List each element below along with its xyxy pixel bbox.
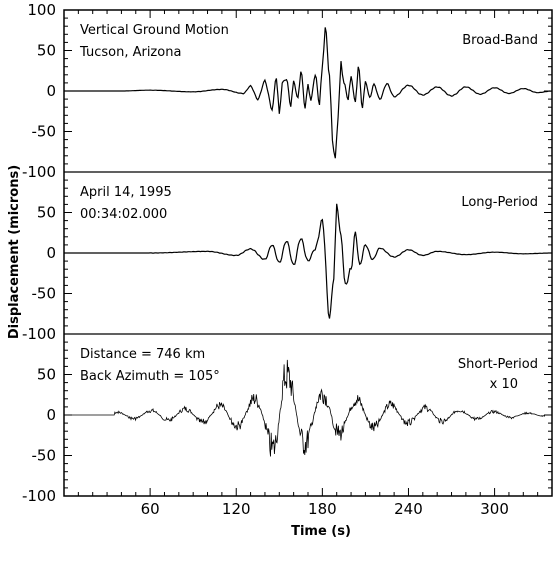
y-tick-label: 50 bbox=[37, 366, 56, 384]
x-tick-label: 60 bbox=[141, 500, 160, 518]
trace-long-period bbox=[64, 203, 552, 319]
panel-annotation: April 14, 1995 bbox=[80, 185, 172, 200]
y-tick-label: 0 bbox=[46, 406, 56, 424]
panel-label: Short-Period bbox=[458, 357, 538, 372]
y-tick-label: 0 bbox=[46, 82, 56, 100]
y-tick-label: -50 bbox=[32, 447, 57, 465]
y-tick-label: 50 bbox=[37, 42, 56, 60]
panel-annotation: 00:34:02.000 bbox=[80, 207, 167, 222]
trace-broad-band bbox=[64, 27, 552, 159]
y-tick-label: 50 bbox=[37, 204, 56, 222]
panel-labels: Vertical Ground Motion Tucson, Arizona Bro… bbox=[79, 23, 538, 392]
x-tick-label: 120 bbox=[222, 500, 251, 518]
y-tick-label: -50 bbox=[32, 285, 57, 303]
y-tick-label: -100 bbox=[22, 163, 56, 181]
x-tick-label: 180 bbox=[308, 500, 337, 518]
x-tick-label: 240 bbox=[394, 500, 423, 518]
x-tick-label: 300 bbox=[480, 500, 509, 518]
traces bbox=[64, 27, 552, 457]
plot-frame bbox=[63, 9, 553, 497]
y-tick-label: -100 bbox=[22, 325, 56, 343]
panel-annotation: Distance = 746 km bbox=[80, 347, 205, 362]
y-tick-label: -100 bbox=[22, 487, 56, 505]
panel-label: Long-Period bbox=[461, 195, 538, 210]
y-tick-label: 0 bbox=[46, 244, 56, 262]
y-tick-label: -50 bbox=[32, 123, 57, 141]
trace-short-period-x10 bbox=[64, 359, 546, 457]
x-axis-label: Time (s) bbox=[291, 524, 351, 539]
x-tick-labels: 60 120 180 240 300 bbox=[141, 500, 509, 518]
panel-annotation: Vertical Ground Motion bbox=[80, 23, 229, 38]
panel-label: x 10 bbox=[490, 377, 518, 392]
y-tick-label: 100 bbox=[27, 1, 56, 19]
y-axis-label: Displacement (microns) bbox=[7, 165, 22, 339]
panel-annotation: Tucson, Arizona bbox=[79, 45, 181, 60]
y-tick-labels: 100 50 0 -50 -100 50 0 -50 -100 50 0 -50 -100 bbox=[22, 1, 56, 505]
panel-annotation: Back Azimuth = 105° bbox=[80, 369, 220, 384]
panel-label: Broad-Band bbox=[462, 33, 538, 48]
